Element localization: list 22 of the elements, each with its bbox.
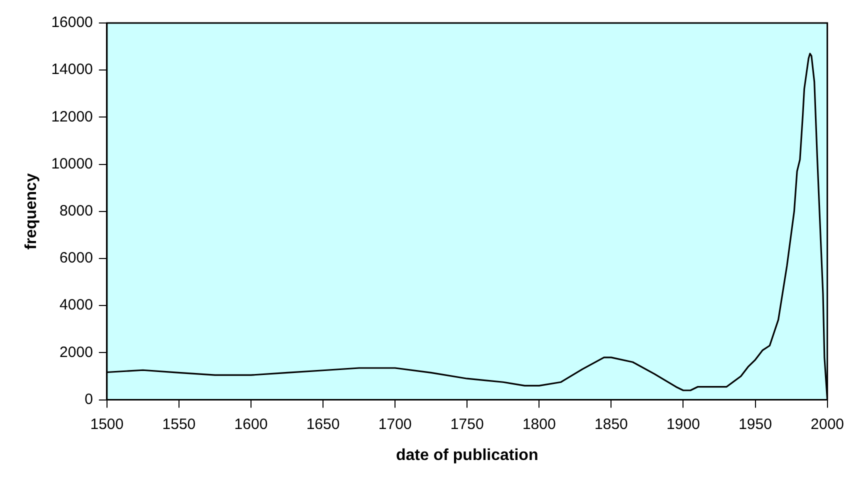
- y-tick-label: 8000: [60, 202, 93, 220]
- y-tick-label: 0: [84, 390, 93, 408]
- x-tick-label: 1600: [234, 416, 268, 433]
- x-tick-label: 1950: [738, 416, 772, 433]
- y-tick-label: 14000: [51, 61, 93, 78]
- y-axis-title: frequency: [23, 173, 40, 250]
- y-tick-label: 10000: [51, 155, 93, 172]
- y-tick-label: 12000: [51, 108, 93, 126]
- x-tick-label: 1800: [522, 416, 556, 433]
- y-tick-label: 4000: [60, 296, 93, 314]
- y-tick-label: 16000: [51, 14, 93, 32]
- y-tick-label: 6000: [60, 250, 93, 267]
- x-tick-label: 1550: [162, 416, 196, 433]
- x-tick-label: 2000: [810, 416, 844, 433]
- x-tick-label: 1900: [666, 416, 700, 433]
- y-tick-label: 2000: [60, 344, 93, 361]
- x-tick-label: 1750: [450, 416, 484, 433]
- x-axis-title: date of publication: [396, 446, 538, 464]
- x-tick-label: 1700: [378, 416, 412, 433]
- x-tick-label: 1850: [594, 416, 628, 433]
- x-tick-label: 1650: [306, 416, 340, 433]
- x-tick-label: 1500: [90, 416, 124, 433]
